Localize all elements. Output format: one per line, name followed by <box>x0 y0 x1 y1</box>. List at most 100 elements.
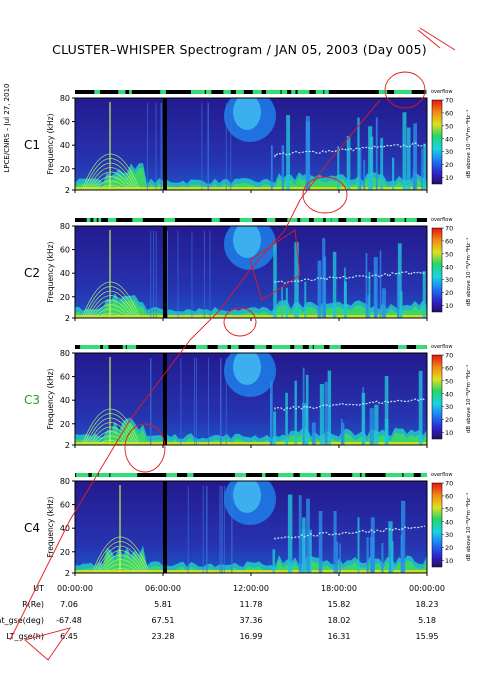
colorbar-tick-label: 10 <box>445 557 453 565</box>
y-tick-label: 2 <box>65 441 70 450</box>
colorbar-tick-label: 70 <box>445 352 453 360</box>
colorbar-tick-label: 40 <box>445 135 453 143</box>
ephemeris-value: 5.81 <box>154 600 172 609</box>
colorbar <box>431 99 443 185</box>
y-axis-label: Frequency (kHz) <box>46 496 55 557</box>
colorbar-label: dB above 10⁻⁸V²m⁻²Hz⁻¹ <box>465 110 472 178</box>
y-tick-label: 20 <box>60 293 70 302</box>
y-tick-label: 20 <box>60 548 70 557</box>
colorbar-tick-label: 50 <box>445 250 453 258</box>
spectrogram-image <box>75 226 427 318</box>
colorbar-tick-label: 60 <box>445 492 453 500</box>
y-tick-label: 80 <box>60 477 70 486</box>
colorbar-tick-label: 40 <box>445 518 453 526</box>
annotation-shape <box>24 627 72 661</box>
y-tick-label: 40 <box>60 524 70 533</box>
ephemeris-value: 67.51 <box>152 616 175 625</box>
ephemeris-row-label: Lat_gse(deg) <box>0 616 44 625</box>
annotation-line <box>417 27 456 51</box>
y-tick-label: 40 <box>60 269 70 278</box>
ephemeris-value: 23.28 <box>152 632 175 641</box>
colorbar-tick-label: 30 <box>445 403 453 411</box>
overflow-label: overflow <box>431 472 452 478</box>
y-tick-label: 2 <box>65 569 70 578</box>
colorbar-tick-label: 60 <box>445 109 453 117</box>
ephemeris-value: 11.78 <box>240 600 263 609</box>
colorbar <box>431 482 443 568</box>
annotation-circle <box>223 307 257 337</box>
annotation-circle <box>384 71 426 109</box>
colorbar-tick-label: 30 <box>445 531 453 539</box>
colorbar-tick-label: 40 <box>445 263 453 271</box>
colorbar-tick-label: 70 <box>445 225 453 233</box>
y-tick-label: 60 <box>60 501 70 510</box>
spectrogram-image <box>75 353 427 445</box>
panel-c4: overflow 2 20 40 60 80 Frequency (kHz) C4 10 20 30… <box>24 472 472 578</box>
panel-label: C1 <box>24 138 40 152</box>
panel-c1: overflow 2 20 40 60 80 Frequency (kHz) C1 10 20 30… <box>24 89 472 195</box>
status-bar <box>75 90 427 94</box>
y-tick-label: 80 <box>60 222 70 231</box>
status-bar <box>75 218 427 222</box>
time-tick-label: 18:00:00 <box>321 584 357 593</box>
colorbar-tick-label: 10 <box>445 174 453 182</box>
ephemeris-row-label: R(Re) <box>22 600 44 609</box>
colorbar-tick-label: 20 <box>445 544 453 552</box>
ephemeris-value: 15.82 <box>328 600 351 609</box>
spectrogram-image <box>75 98 427 190</box>
panel-label: C3 <box>24 393 40 407</box>
annotation-shape <box>249 229 301 301</box>
panel-label: C4 <box>24 521 40 535</box>
ephemeris-value: 16.31 <box>328 632 351 641</box>
panel-c2: overflow 2 20 40 60 80 Frequency (kHz) C2 10 20 30… <box>24 217 472 323</box>
ephemeris-row-label: LT_gse(h) <box>6 632 44 641</box>
colorbar-tick-label: 20 <box>445 161 453 169</box>
colorbar-tick-label: 50 <box>445 505 453 513</box>
y-tick-label: 2 <box>65 314 70 323</box>
overflow-label: overflow <box>431 344 452 350</box>
colorbar <box>431 354 443 440</box>
colorbar-tick-label: 10 <box>445 302 453 310</box>
colorbar-tick-label: 60 <box>445 364 453 372</box>
ephemeris-row-label: UT <box>33 584 44 593</box>
overflow-label: overflow <box>431 217 452 223</box>
colorbar-tick-label: 60 <box>445 237 453 245</box>
colorbar-tick-label: 70 <box>445 480 453 488</box>
ephemeris-value: 6.45 <box>60 632 78 641</box>
annotation-circle <box>124 423 166 473</box>
y-axis-label: Frequency (kHz) <box>46 113 55 174</box>
handdrawn-annotation <box>9 27 456 661</box>
colorbar-tick-label: 30 <box>445 148 453 156</box>
colorbar-tick-label: 70 <box>445 97 453 105</box>
ephemeris-value: -67.48 <box>56 616 82 625</box>
colorbar-tick-label: 30 <box>445 276 453 284</box>
y-tick-label: 60 <box>60 373 70 382</box>
ephemeris-value: 5.18 <box>418 616 436 625</box>
ephemeris-table: UT R(Re) Lat_gse(deg) LT_gse(h) 00:00:00 06:0… <box>0 584 445 641</box>
annotation-circle <box>302 176 348 214</box>
colorbar-tick-label: 50 <box>445 377 453 385</box>
ephemeris-value: 15.95 <box>416 632 439 641</box>
colorbar <box>431 227 443 313</box>
colorbar-tick-label: 20 <box>445 289 453 297</box>
colorbar-label: dB above 10⁻⁸V²m⁻²Hz⁻¹ <box>465 365 472 433</box>
colorbar-tick-label: 10 <box>445 429 453 437</box>
y-tick-label: 40 <box>60 141 70 150</box>
colorbar-tick-label: 40 <box>445 390 453 398</box>
ephemeris-value: 37.36 <box>240 616 263 625</box>
colorbar-tick-label: 50 <box>445 122 453 130</box>
y-tick-label: 80 <box>60 349 70 358</box>
y-tick-label: 2 <box>65 186 70 195</box>
ephemeris-value: 18.02 <box>328 616 351 625</box>
spectrogram-image <box>75 481 427 573</box>
y-tick-label: 60 <box>60 246 70 255</box>
ephemeris-value: 7.06 <box>60 600 78 609</box>
overflow-label: overflow <box>431 89 452 95</box>
y-tick-label: 20 <box>60 165 70 174</box>
colorbar-label: dB above 10⁻⁸V²m⁻²Hz⁻¹ <box>465 493 472 561</box>
status-bar <box>75 345 427 349</box>
colorbar-tick-label: 20 <box>445 416 453 424</box>
annotation-line <box>9 99 381 641</box>
ephemeris-value: 18.23 <box>416 600 439 609</box>
